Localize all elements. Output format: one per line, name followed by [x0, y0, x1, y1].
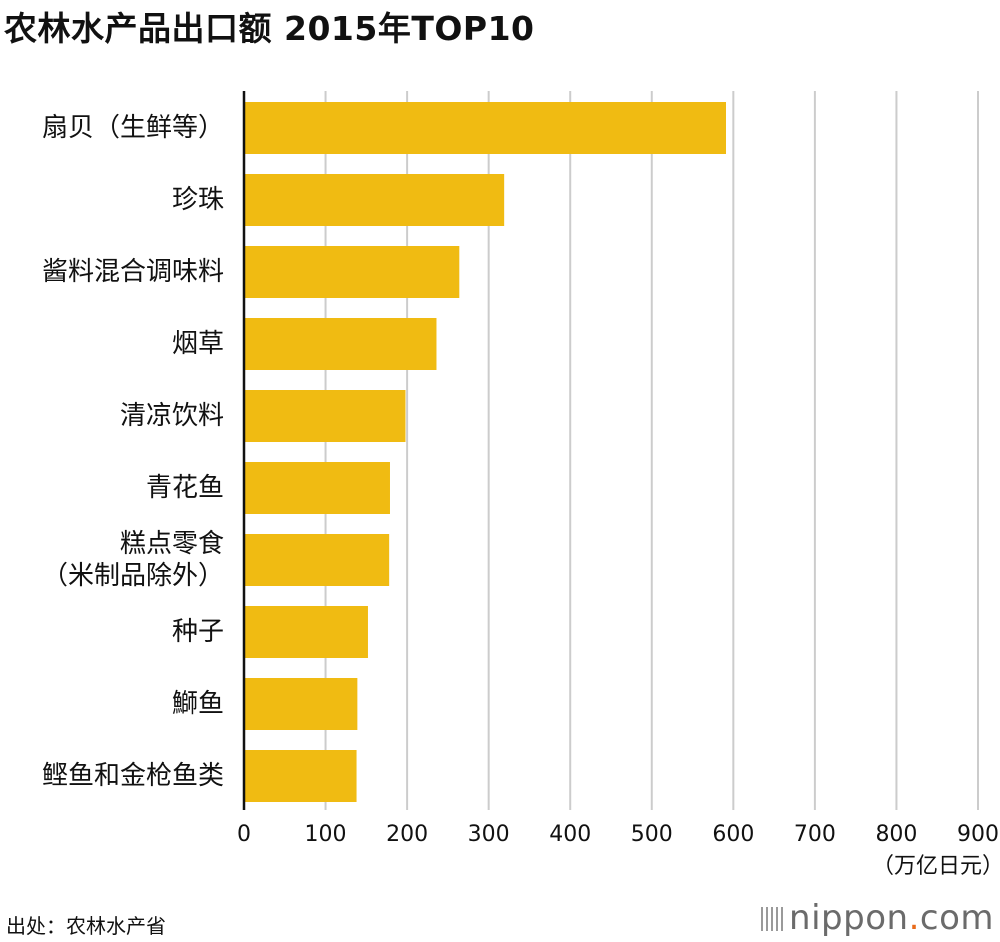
- category-label: 糕点零食: [120, 529, 224, 559]
- brand-dot: .: [908, 898, 920, 938]
- category-label: 清凉饮料: [120, 401, 224, 431]
- x-tick-label: 800: [875, 822, 917, 847]
- x-axis-unit-label: （万亿日元）: [872, 854, 1000, 879]
- x-tick-label: 900: [957, 822, 999, 847]
- bar: [244, 534, 390, 586]
- bar: [244, 390, 406, 442]
- category-label: 烟草: [172, 329, 224, 359]
- bar: [244, 102, 726, 154]
- x-tick-label: 700: [794, 822, 836, 847]
- source-note: 出处：农林水产省: [6, 914, 166, 938]
- category-label: 青花鱼: [146, 473, 224, 503]
- x-tick-label: 200: [386, 822, 428, 847]
- category-label: 鰤鱼: [172, 689, 224, 719]
- category-label: 鲣鱼和金枪鱼类: [42, 761, 224, 791]
- category-label: 珍珠: [172, 185, 224, 215]
- brand-bars-icon: [761, 907, 784, 931]
- brand-logo: nippon.com: [761, 898, 994, 938]
- x-tick-label: 400: [549, 822, 591, 847]
- bar: [244, 462, 390, 514]
- x-tick-label: 300: [468, 822, 510, 847]
- bar: [244, 318, 437, 370]
- bar: [244, 750, 357, 802]
- x-tick-labels: 0 100 200 300 400 500 600 700 800 900: [237, 822, 999, 847]
- brand-name: nippon: [789, 898, 909, 938]
- x-tick-label: 100: [305, 822, 347, 847]
- category-label: 种子: [172, 617, 224, 647]
- bars: [244, 102, 726, 802]
- bar: [244, 246, 460, 298]
- brand-tld: com: [919, 898, 994, 938]
- category-label: 扇贝（生鲜等）: [42, 113, 224, 143]
- x-tick-label: 500: [631, 822, 673, 847]
- x-tick-label: 600: [712, 822, 754, 847]
- bar: [244, 606, 368, 658]
- category-label: 酱料混合调味料: [42, 257, 224, 287]
- bar: [244, 678, 358, 730]
- bar: [244, 174, 505, 226]
- category-label: （米制品除外）: [42, 561, 224, 591]
- x-tick-label: 0: [237, 822, 251, 847]
- chart-title: 农林水产品出口额 2015年TOP10: [4, 9, 535, 48]
